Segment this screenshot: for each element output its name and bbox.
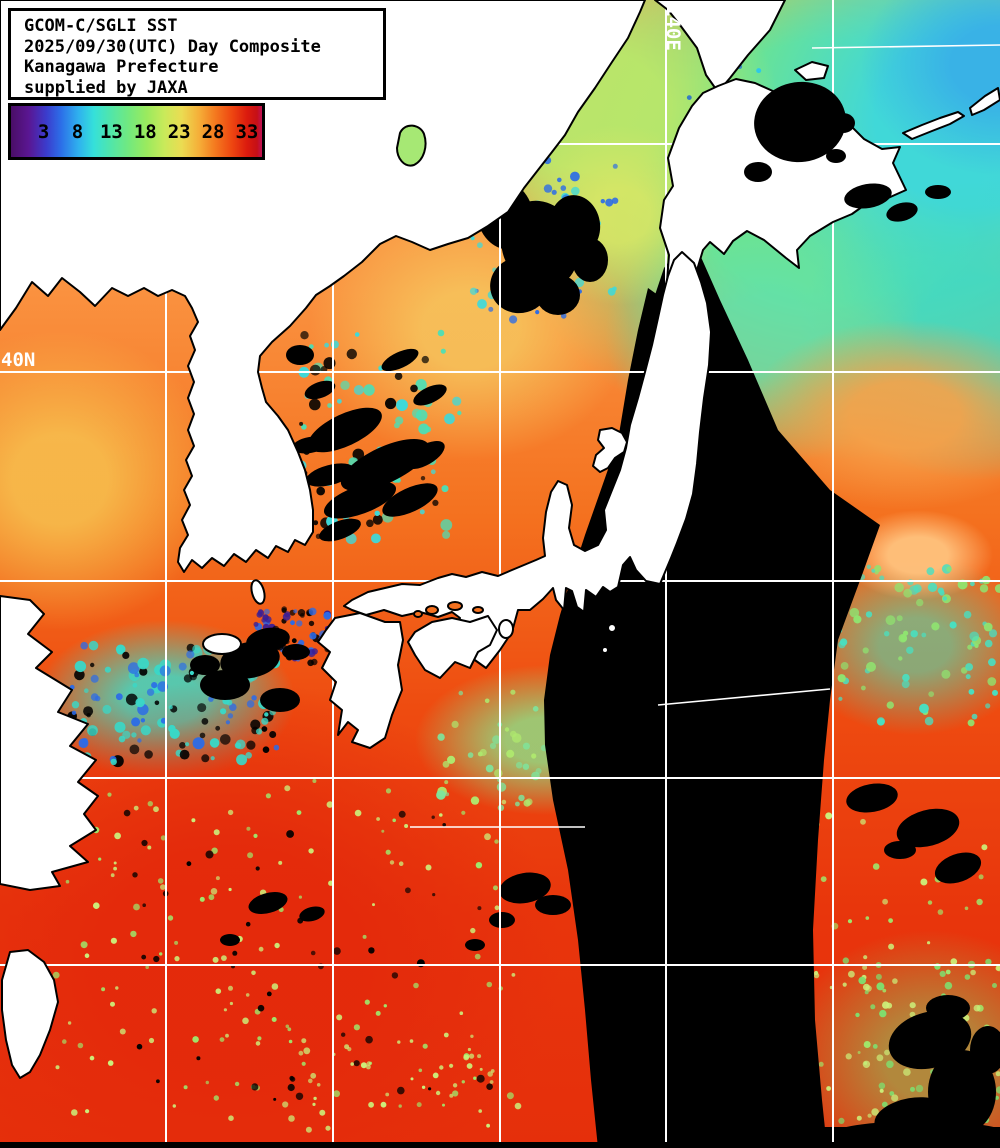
island-sado xyxy=(592,427,628,473)
colorbar-tick: 33 xyxy=(235,120,259,143)
credit-line: supplied by JAXA xyxy=(24,77,188,98)
longitude-label-140e: 140E xyxy=(662,5,684,51)
no-data-over-land xyxy=(744,81,951,222)
land-hokkaido xyxy=(659,78,907,301)
islands-izu xyxy=(607,623,617,633)
colorbar-tick: 3 xyxy=(37,120,50,143)
islands-seto xyxy=(413,601,484,618)
colorbar-gradient xyxy=(11,106,262,157)
temperature-colorbar: 3 8 13 18 23 28 33 xyxy=(8,103,265,160)
latitude-label-40n: 40N xyxy=(1,349,36,371)
land-kyushu xyxy=(317,612,404,749)
land-china-coast xyxy=(0,595,99,891)
title-box: GCOM-C/SGLI SST 2025/09/30(UTC) Day Comp… xyxy=(8,8,386,100)
land-honshu xyxy=(343,251,712,669)
island-ulleungdo xyxy=(396,124,427,167)
colorbar-tick: 23 xyxy=(167,120,191,143)
product-title: GCOM-C/SGLI SST xyxy=(24,16,178,36)
island-tsushima xyxy=(250,579,266,605)
island-taiwan xyxy=(1,949,59,1079)
date-composite-line: 2025/09/30(UTC) Day Composite xyxy=(24,36,321,57)
island-jeju xyxy=(202,633,242,655)
colorbar-tick: 28 xyxy=(201,120,225,143)
islands-kuril xyxy=(902,111,965,140)
colorbar-tick: 13 xyxy=(99,120,123,143)
island-awaji xyxy=(498,619,514,639)
land-shikoku xyxy=(407,615,498,679)
colorbar-tick: 18 xyxy=(133,120,157,143)
region-line: Kanagawa Prefecture xyxy=(24,57,219,77)
colorbar-tick: 8 xyxy=(71,120,84,143)
